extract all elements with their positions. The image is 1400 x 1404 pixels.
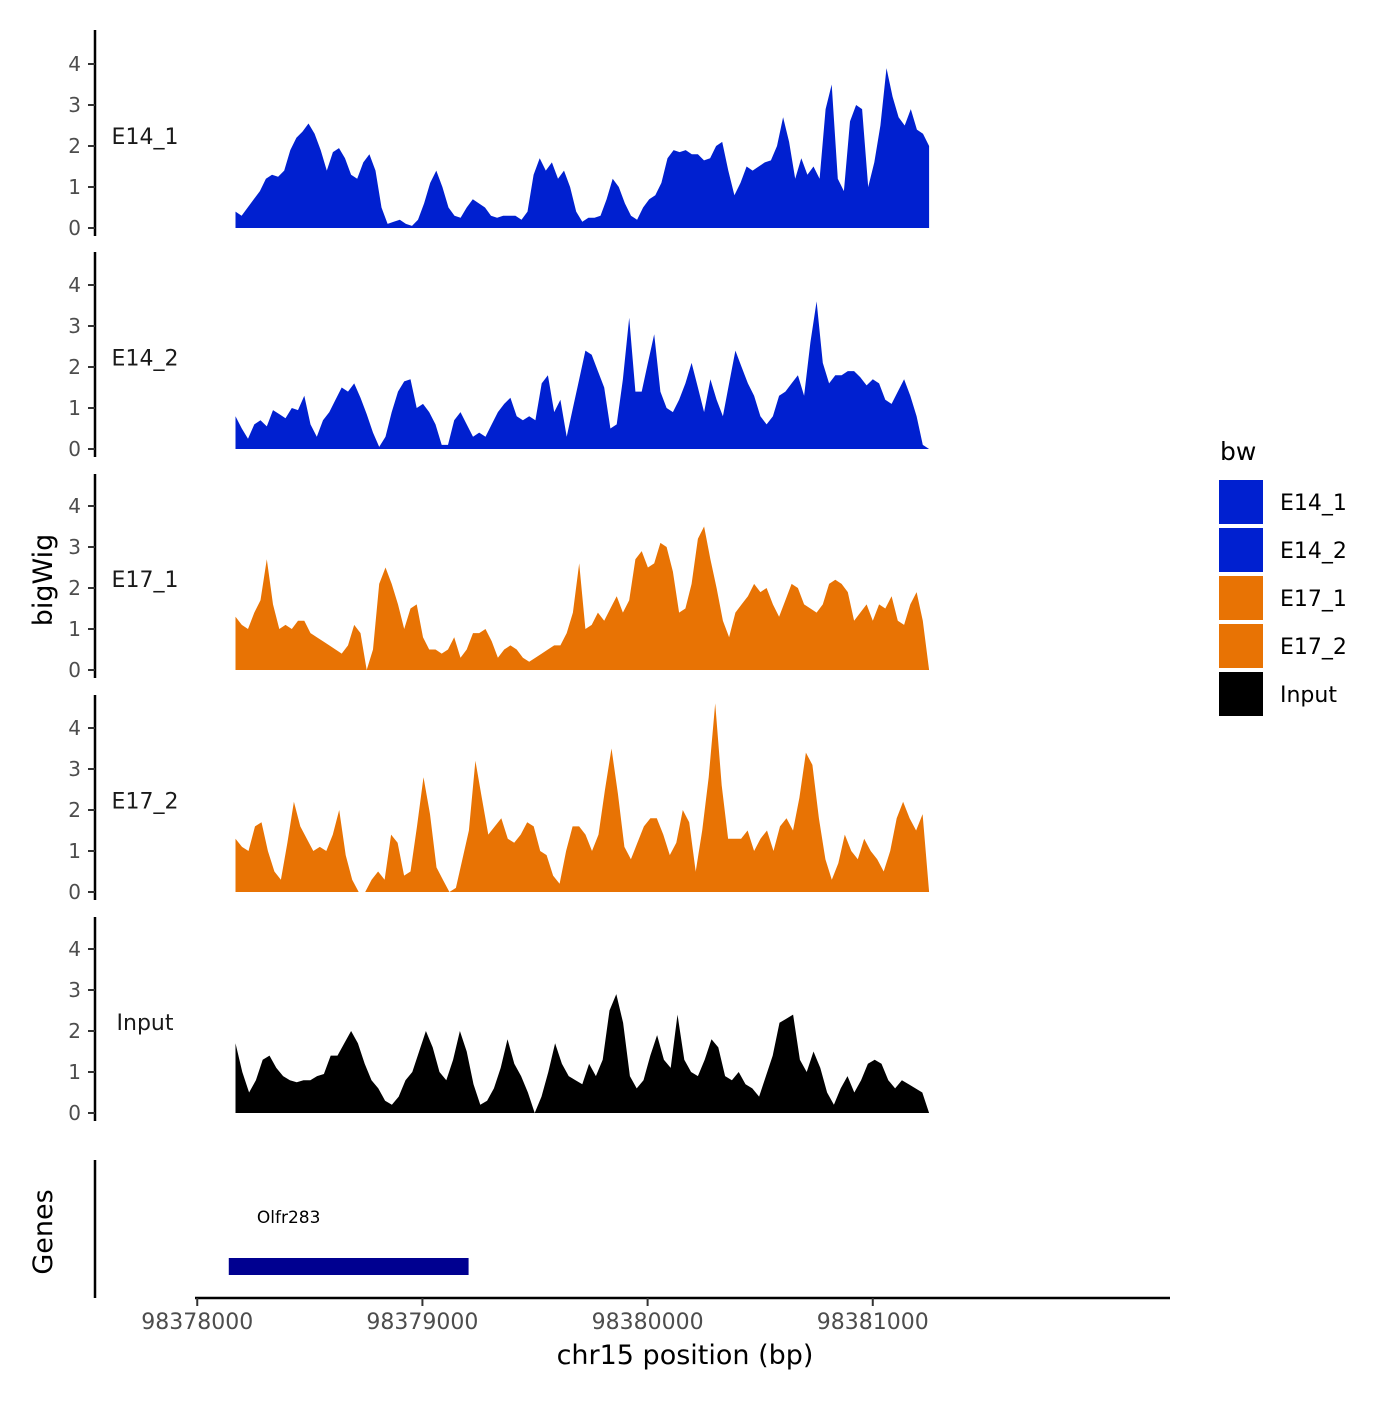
x-tick-label: 98378000 [141, 1310, 253, 1335]
y-tick-label: 1 [68, 617, 81, 641]
legend-swatch [1219, 672, 1263, 716]
legend-swatch [1219, 576, 1263, 620]
y-tick-label: 3 [68, 978, 81, 1002]
y-tick-label: 4 [68, 937, 81, 961]
legend-label: E14_1 [1280, 491, 1347, 516]
gene-track: Olfr283 [93, 1160, 469, 1298]
track-panels: 0 1 2 3 4 E14_1 0 1 2 3 4 E14_2 0 1 2 3 4 E17_1 0 1 2 3 4 E17_2… [68, 30, 930, 1125]
y-tick-label: 3 [68, 93, 81, 117]
track-Input: 0 1 2 3 4 Input [68, 917, 930, 1125]
y-tick-label: 2 [68, 1019, 81, 1043]
area-series-E17_1 [235, 526, 930, 670]
y-tick-label: 4 [68, 273, 81, 297]
legend-label: E14_2 [1280, 539, 1347, 564]
track-label-E17_2: E17_2 [112, 790, 179, 815]
y-tick-label: 3 [68, 314, 81, 338]
y-tick-label: 0 [68, 1101, 81, 1125]
x-tick-label: 98380000 [592, 1310, 704, 1335]
genes-track-label: Genes [28, 1189, 59, 1274]
area-series-E17_2 [235, 703, 930, 892]
legend: E14_1 E14_2 E17_1 E17_2 Input [1219, 480, 1347, 716]
y-tick-label: 0 [68, 880, 81, 904]
x-tick-label: 98381000 [817, 1310, 929, 1335]
x-axis: 98378000 98379000 98380000 98381000 [141, 1296, 1170, 1335]
track-label-E17_1: E17_1 [112, 568, 179, 593]
y-tick-label: 4 [68, 52, 81, 76]
y-tick-label: 3 [68, 535, 81, 559]
y-tick-label: 4 [68, 716, 81, 740]
y-axis-title: bigWig [28, 534, 59, 627]
y-tick-label: 2 [68, 798, 81, 822]
legend-label: E17_1 [1280, 587, 1347, 612]
gene-bar [228, 1258, 469, 1275]
track-E14_2: 0 1 2 3 4 E14_2 [68, 252, 930, 461]
track-label-E14_1: E14_1 [112, 125, 179, 150]
y-tick-label: 2 [68, 576, 81, 600]
y-tick-label: 0 [68, 216, 81, 240]
track-label-Input: Input [117, 1011, 174, 1036]
y-tick-label: 1 [68, 1060, 81, 1084]
track-E17_2: 0 1 2 3 4 E17_2 [68, 695, 930, 904]
y-tick-label: 1 [68, 396, 81, 420]
gene-label: Olfr283 [257, 1208, 321, 1228]
legend-item: E17_1 [1219, 576, 1347, 620]
legend-item: E14_1 [1219, 480, 1347, 524]
track-label-E14_2: E14_2 [112, 347, 179, 372]
legend-label: Input [1280, 683, 1337, 708]
track-E14_1: 0 1 2 3 4 E14_1 [68, 30, 930, 240]
track-E17_1: 0 1 2 3 4 E17_1 [68, 474, 930, 682]
y-tick-label: 4 [68, 494, 81, 518]
y-tick-label: 0 [68, 658, 81, 682]
legend-item: E14_2 [1219, 528, 1347, 572]
y-tick-label: 1 [68, 839, 81, 863]
y-tick-label: 2 [68, 355, 81, 379]
legend-swatch [1219, 528, 1263, 572]
x-axis-title: chr15 position (bp) [557, 1340, 814, 1371]
legend-item: E17_2 [1219, 624, 1347, 668]
legend-swatch [1219, 480, 1263, 524]
area-series-E14_1 [235, 68, 930, 228]
x-tick-label: 98379000 [366, 1310, 478, 1335]
legend-label: E17_2 [1280, 635, 1347, 660]
y-tick-label: 3 [68, 757, 81, 781]
legend-title: bw [1220, 437, 1256, 466]
y-tick-label: 1 [68, 175, 81, 199]
area-series-E14_2 [235, 301, 930, 449]
legend-item: Input [1219, 672, 1337, 716]
y-tick-label: 2 [68, 134, 81, 158]
y-tick-label: 0 [68, 437, 81, 461]
legend-swatch [1219, 624, 1263, 668]
area-series-Input [235, 994, 930, 1113]
